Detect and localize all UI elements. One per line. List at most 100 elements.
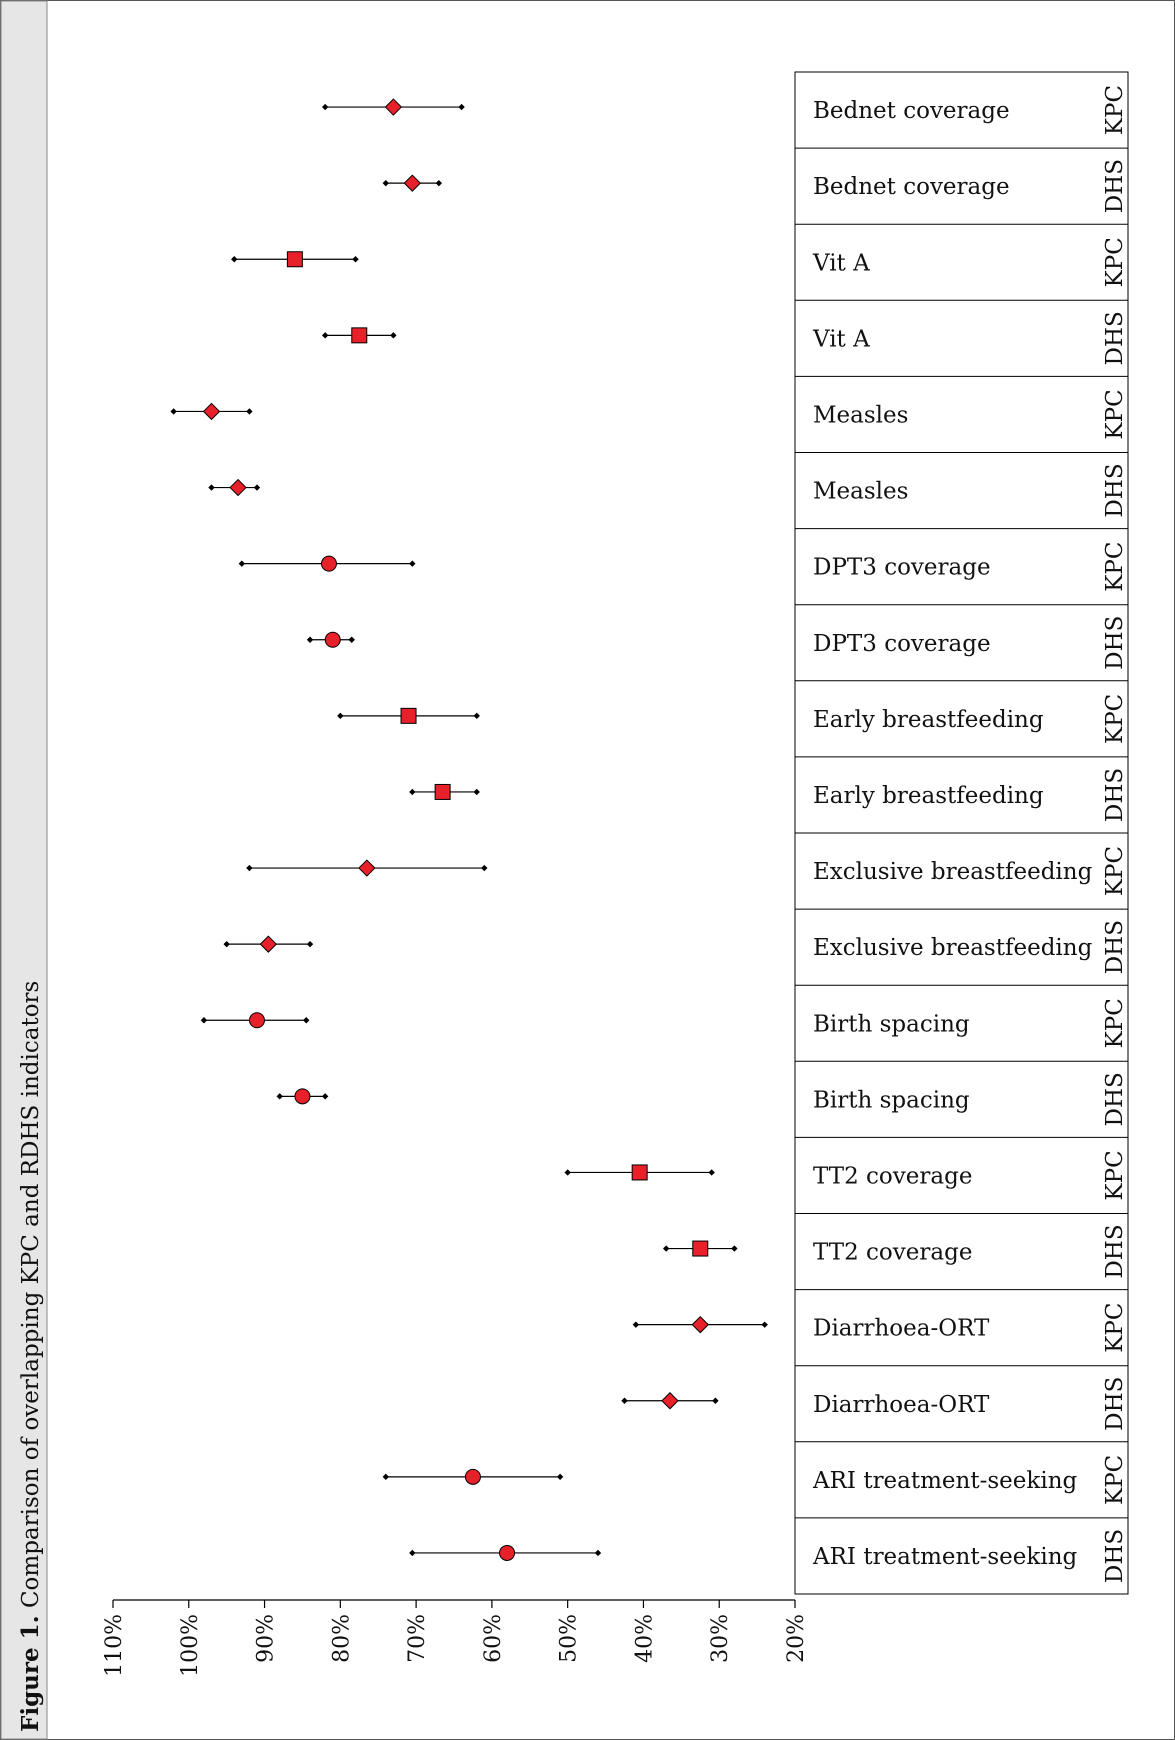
ci-endpoint (556, 1473, 564, 1481)
ci-endpoint (306, 636, 314, 643)
axis-tick-label: 80% (329, 1614, 354, 1663)
ci-endpoint (246, 408, 253, 415)
indicator-label: TT2 coverage (813, 1240, 972, 1266)
ci-endpoint (409, 788, 416, 796)
ci-endpoint (435, 179, 443, 187)
indicator-label: Birth spacing (813, 1011, 970, 1037)
ci-endpoint (306, 940, 314, 948)
ci-endpoint (632, 1321, 640, 1328)
ci-endpoint (337, 712, 344, 720)
axis-tick-label: 30% (708, 1614, 733, 1663)
source-label: KPC (1102, 85, 1128, 135)
ci-endpoint (458, 103, 465, 111)
figure-caption-text: Comparison of overlapping KPC and RDHS i… (18, 981, 44, 1608)
source-label: KPC (1102, 846, 1128, 896)
ci-endpoint (348, 636, 355, 643)
indicator-label: Birth spacing (813, 1087, 970, 1113)
ci-endpoint (382, 179, 389, 187)
indicator-label: DPT3 coverage (813, 631, 991, 657)
ci-endpoint (473, 712, 480, 720)
estimate-marker-circle (499, 1544, 516, 1561)
ci-endpoint (712, 1397, 719, 1404)
estimate-marker-diamond (259, 935, 278, 953)
source-label: KPC (1102, 694, 1128, 744)
estimate-marker-diamond (384, 98, 403, 116)
estimate-marker-square (631, 1164, 648, 1181)
indicator-label: ARI treatment-seeking (812, 1544, 1078, 1570)
indicator-label: Diarrhoea-ORT (813, 1316, 990, 1342)
ci-endpoint (621, 1397, 628, 1404)
figure-label: Figure 1. (17, 1615, 44, 1732)
indicator-label: Early breastfeeding (813, 707, 1044, 733)
ci-endpoint (409, 560, 416, 567)
ci-endpoint (238, 560, 246, 567)
estimate-marker-square (286, 251, 303, 268)
source-label: DHS (1102, 1529, 1128, 1583)
source-label: DHS (1102, 159, 1128, 213)
indicator-label: Measles (813, 479, 908, 505)
ci-endpoint (473, 788, 480, 796)
axis-tick-label: 50% (557, 1614, 582, 1663)
estimate-marker-circle (464, 1468, 481, 1485)
indicator-label: Vit A (812, 250, 870, 276)
ci-endpoint (200, 1017, 208, 1024)
estimate-marker-square (400, 707, 417, 724)
source-label: KPC (1102, 542, 1128, 592)
source-label: DHS (1102, 1377, 1128, 1431)
ci-endpoint (321, 332, 329, 339)
indicator-label: Exclusive breastfeeding (813, 935, 1093, 961)
estimate-marker-square (351, 327, 368, 344)
ci-endpoint (662, 1245, 670, 1252)
ci-endpoint (321, 103, 329, 111)
source-label: KPC (1102, 1150, 1128, 1200)
source-label: KPC (1102, 998, 1128, 1048)
ci-endpoint (382, 1473, 389, 1481)
source-label: DHS (1102, 768, 1128, 822)
estimate-marker-diamond (691, 1315, 709, 1334)
indicator-table: Bednet coverage KPC Bednet coverage DHS Vit … (794, 71, 1129, 1595)
estimate-marker-circle (248, 1012, 265, 1029)
forest-plot (170, 98, 768, 1561)
ci-endpoint (208, 484, 215, 491)
estimate-marker-diamond (358, 859, 376, 877)
ci-endpoint (390, 332, 397, 339)
indicator-label: Diarrhoea-ORT (813, 1392, 990, 1418)
indicator-label: Measles (813, 402, 908, 428)
ci-endpoint (481, 864, 488, 872)
value-axis: 110% 100% 90% 80% 70% 60% 50% 40% 30% 20% (102, 1599, 809, 1677)
estimate-marker-circle (324, 631, 341, 648)
indicator-label: Early breastfeeding (813, 783, 1044, 809)
indicator-label: ARI treatment-seeking (812, 1468, 1078, 1494)
ci-endpoint (276, 1093, 283, 1100)
ci-endpoint (409, 1549, 416, 1557)
ci-endpoint (761, 1321, 768, 1328)
ci-endpoint (594, 1549, 602, 1557)
axis-tick-label: 60% (481, 1614, 506, 1663)
source-label: KPC (1102, 1303, 1128, 1353)
estimate-marker-circle (294, 1088, 311, 1105)
estimate-marker-square (434, 783, 451, 800)
ci-endpoint (170, 408, 177, 415)
indicator-label: TT2 coverage (813, 1163, 972, 1189)
source-label: DHS (1102, 1072, 1128, 1126)
ci-endpoint (731, 1245, 738, 1252)
estimate-marker-diamond (661, 1392, 679, 1410)
ci-endpoint (321, 1093, 329, 1100)
source-label: KPC (1102, 389, 1128, 439)
ci-endpoint (303, 1017, 310, 1024)
ci-endpoint (708, 1169, 715, 1176)
indicator-label: Vit A (812, 326, 870, 352)
source-label: DHS (1102, 616, 1128, 670)
ci-endpoint (352, 256, 359, 263)
indicator-label: DPT3 coverage (813, 555, 991, 581)
ci-endpoint (564, 1169, 571, 1176)
source-label: KPC (1102, 237, 1128, 287)
axis-tick-label: 20% (784, 1614, 809, 1663)
estimate-marker-circle (320, 555, 337, 572)
axis-tick-label: 40% (632, 1614, 657, 1663)
ci-endpoint (223, 940, 230, 948)
indicator-label: Bednet coverage (813, 98, 1010, 124)
estimate-marker-square (692, 1240, 709, 1257)
axis-tick-label: 100% (178, 1614, 203, 1677)
